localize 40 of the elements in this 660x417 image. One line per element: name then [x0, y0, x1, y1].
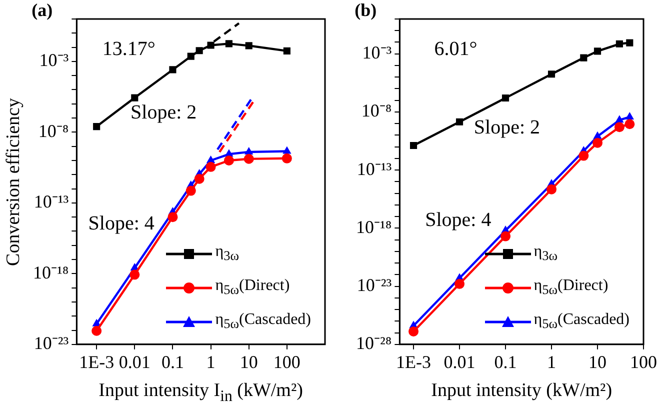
legend-label: η$_{5ω}$(Direct): [534, 276, 608, 300]
legend-label: η$_{3ω}$: [534, 242, 558, 266]
x-tick-label: 0.01: [444, 352, 476, 372]
y-tick-label: 10⁻³: [39, 50, 70, 70]
legend-label: η$_{3ω}$: [215, 242, 240, 266]
x-tick-label: 10: [588, 352, 607, 372]
x-tick-label: 0.1: [161, 352, 184, 372]
y-tick-label: 10⁻¹⁸: [356, 216, 392, 237]
y-tick-label: 10⁻¹³: [356, 158, 392, 179]
legend-label: η$_{5ω}$(Cascaded): [534, 310, 630, 334]
x-axis-title: Input intensity (kW/m²): [431, 380, 612, 402]
x-tick-label: 1E-3: [396, 352, 432, 372]
annotation: 13.17°: [102, 38, 156, 60]
y-tick-label: 10⁻²⁸: [356, 333, 392, 354]
x-tick-label: 0.01: [118, 352, 150, 372]
annotation: Slope: 2: [474, 116, 540, 138]
chart-title: (b): [354, 0, 377, 21]
annotation: Slope: 2: [130, 102, 197, 124]
chart-title: (a): [32, 0, 53, 21]
y-tick-label: 10⁻²³: [356, 275, 392, 296]
y-tick-label: 10⁻⁸: [361, 100, 392, 121]
annotation: Slope: 4: [425, 209, 492, 231]
x-tick-label: 0.1: [494, 352, 517, 372]
x-tick-label: 1: [547, 352, 556, 372]
x-axis-title: Input intensity I$_{in}$ (kW/m²): [98, 380, 303, 406]
y-axis-title: Conversion efficiency: [3, 98, 25, 266]
y-tick-label: 10⁻⁸: [38, 120, 69, 141]
x-tick-label: 100: [630, 352, 657, 372]
x-tick-label: 1: [206, 352, 216, 372]
legend-label: η$_{5ω}$(Cascaded): [215, 310, 311, 334]
legend-label: η$_{5ω}$(Direct): [215, 276, 290, 300]
x-tick-label: 10: [240, 352, 258, 372]
y-tick-label: 10⁻³: [362, 42, 392, 63]
annotation: Slope: 4: [88, 212, 154, 234]
y-tick-label: 10⁻²³: [34, 333, 70, 354]
x-tick-label: 100: [273, 352, 300, 372]
y-tick-label: 10⁻¹⁸: [33, 262, 69, 282]
annotation: 6.01°: [434, 38, 478, 60]
y-tick-label: 10⁻¹³: [34, 192, 70, 212]
x-tick-label: 1E-3: [79, 352, 114, 372]
